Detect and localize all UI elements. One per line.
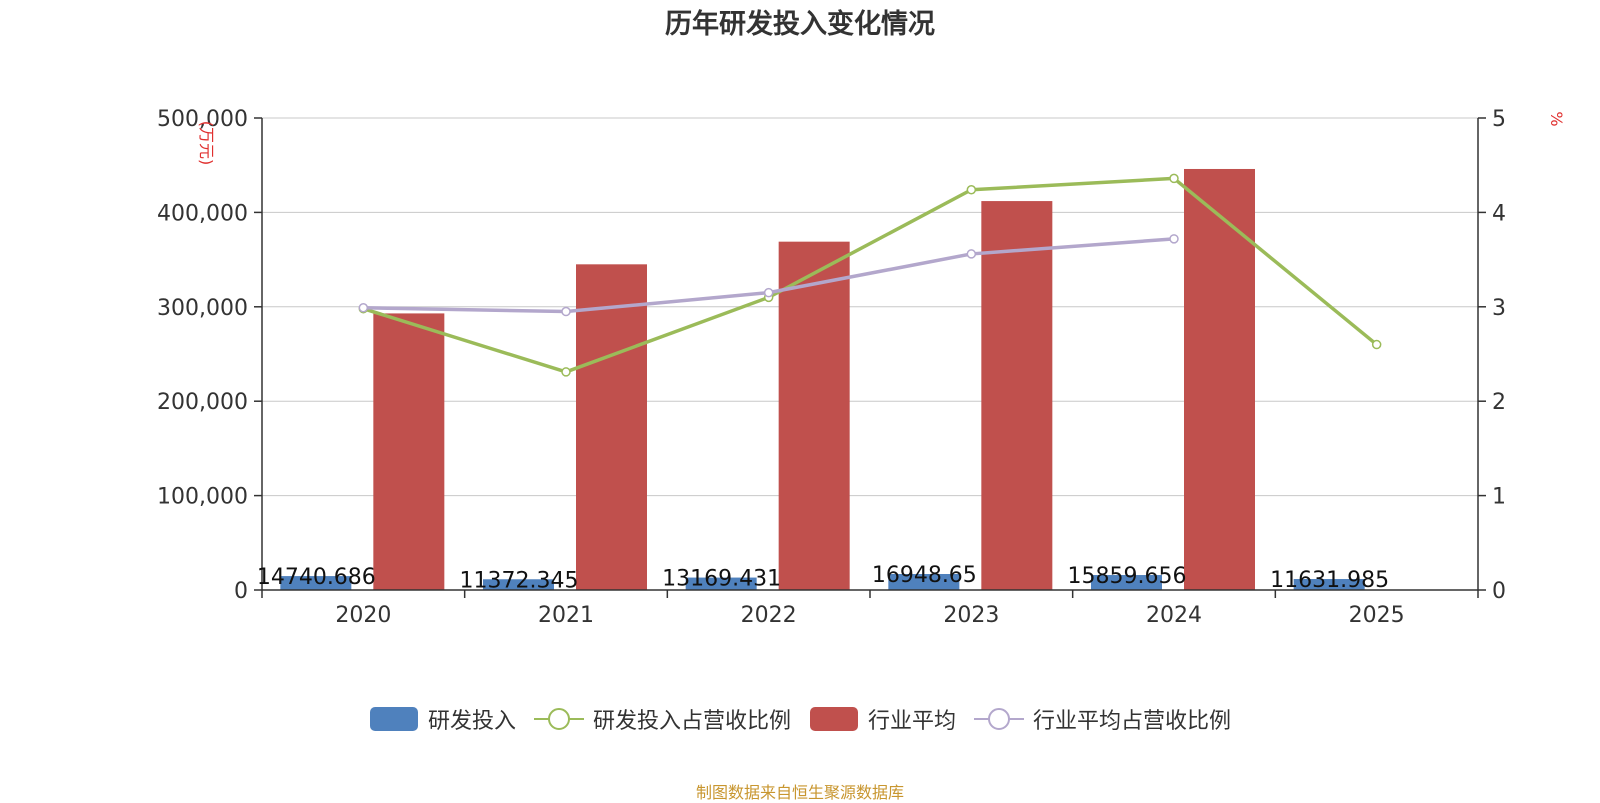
x-axis-tick-label: 2024	[1146, 603, 1202, 628]
left-axis-tick-label: 100,000	[157, 485, 248, 510]
bar-value-label: 16948.65	[872, 563, 977, 588]
bar-value-label: 15859.656	[1068, 564, 1187, 589]
left-axis-tick-label: 200,000	[157, 390, 248, 415]
right-axis-unit-label: %	[1547, 111, 1566, 126]
chart-title: 历年研发投入变化情况	[665, 9, 935, 40]
legend-label: 行业平均占营收比例	[1033, 709, 1232, 734]
legend-label: 行业平均	[868, 709, 957, 734]
x-axis-tick-label: 2020	[335, 603, 391, 628]
legend-label: 研发投入占营收比例	[592, 709, 791, 734]
bar-industry-average-2020	[373, 313, 445, 590]
right-axis-tick-label: 5	[1492, 107, 1506, 132]
legend-item-industry-average[interactable]: 行业平均	[809, 703, 956, 735]
legend: 研发投入 研发投入占营收比例 行业平均 行业平均占营收比例	[0, 703, 1600, 735]
bar-rd-investment-2020	[280, 576, 352, 590]
point-rd-ratio-3	[966, 184, 977, 195]
bar-industry-average-2022	[778, 241, 850, 590]
point-rd-ratio-1	[561, 367, 571, 377]
right-axis-tick-label: 1	[1492, 485, 1506, 510]
legend-item-rd-ratio[interactable]: 研发投入占营收比例	[533, 703, 791, 735]
legend-bar-swatch-red	[810, 707, 858, 731]
legend-line-swatch-purple	[974, 708, 1025, 730]
chart-canvas: 0 100,000 200,000 300,000 400,000 500,000(万元)…	[157, 107, 1566, 628]
point-industry-ratio-0	[358, 302, 369, 313]
bar-rd-investment-2023	[888, 574, 960, 590]
bar-industry-average-2021	[576, 264, 647, 590]
point-industry-ratio-1	[561, 306, 571, 317]
line-rd-ratio	[362, 176, 1378, 374]
bar-rd-investment-2021	[483, 579, 554, 590]
bar-value-label: 14740.686	[257, 565, 376, 590]
x-axis-tick-label: 2025	[1349, 603, 1405, 628]
legend-item-rd-investment[interactable]: 研发投入	[369, 703, 516, 735]
data-source-note: 制图数据来自恒生聚源数据库	[695, 783, 904, 802]
bar-industry-average-2024	[1184, 168, 1255, 590]
bar-value-label: 11631.985	[1270, 568, 1389, 593]
left-axis-tick-label: 500,000	[157, 107, 248, 132]
left-axis-unit-label: (万元)	[197, 121, 216, 166]
x-axis-tick-label: 2021	[538, 603, 594, 628]
right-axis-tick-label: 3	[1492, 296, 1506, 321]
x-axis-tick-label: 2023	[943, 603, 999, 628]
bar-rd-investment-2025	[1293, 579, 1365, 590]
right-axis-tick-label: 2	[1492, 390, 1506, 415]
point-industry-ratio-4	[1169, 234, 1179, 244]
left-axis-tick-label: 0	[234, 579, 248, 604]
bar-value-label: 11372.345	[460, 568, 579, 593]
point-rd-ratio-5	[1371, 339, 1382, 350]
right-axis-tick-label: 4	[1492, 201, 1506, 226]
bar-industry-average-2023	[981, 201, 1053, 590]
legend-item-industry-ratio[interactable]: 行业平均占营收比例	[974, 703, 1231, 735]
bar-rd-investment-2024	[1091, 575, 1162, 590]
left-axis-tick-label: 400,000	[157, 201, 248, 226]
bar-value-label: 13169.431	[662, 567, 781, 592]
point-rd-ratio-4	[1169, 173, 1179, 184]
bar-rd-investment-2022	[685, 577, 757, 590]
point-industry-ratio-3	[966, 249, 977, 259]
x-axis-tick-label: 2022	[741, 603, 797, 628]
right-axis-tick-label: 0	[1492, 579, 1506, 604]
legend-label: 研发投入	[427, 709, 516, 734]
left-axis-tick-label: 300,000	[157, 296, 248, 321]
point-industry-ratio-2	[763, 287, 774, 298]
legend-bar-swatch-blue	[369, 707, 418, 731]
legend-line-swatch-green	[533, 708, 584, 730]
